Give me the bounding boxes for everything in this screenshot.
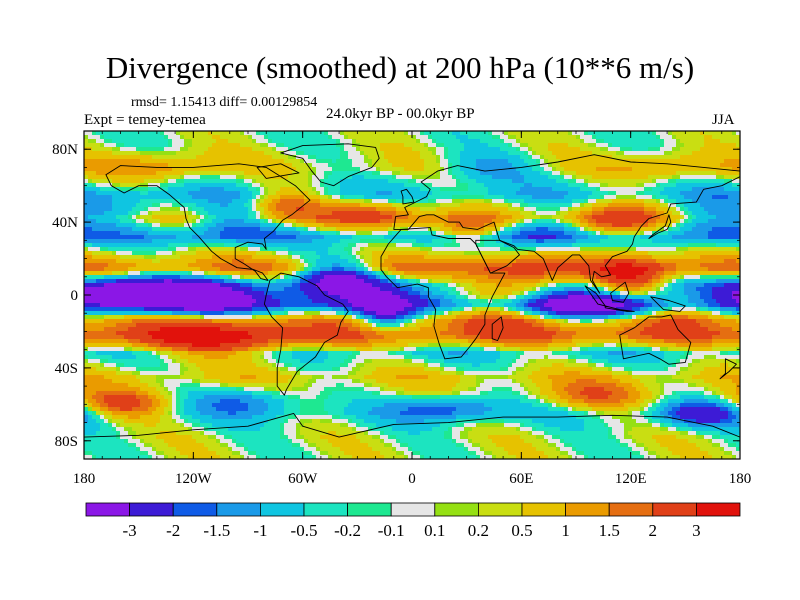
coastline-new-guinea — [650, 296, 686, 312]
lon-label: 180 — [729, 471, 752, 487]
lat-label: 40N — [52, 215, 78, 231]
period-label: 24.0kyr BP - 00.0kyr BP — [326, 106, 475, 122]
colorbar-box — [390, 502, 436, 517]
colorbar-label: -3 — [123, 521, 137, 540]
coastline-borneo — [610, 281, 630, 303]
coastline-new-zealand — [719, 358, 737, 380]
colorbar-label: -0.5 — [291, 521, 318, 540]
lon-label: 120W — [175, 471, 213, 487]
colorbar-label: 3 — [692, 521, 701, 540]
coastline-greenland — [280, 143, 380, 187]
colorbar-box — [85, 502, 130, 517]
coastline-south-america — [263, 272, 349, 396]
lat-label: 80N — [52, 142, 78, 158]
colorbar-label: 0.5 — [511, 521, 532, 540]
rmsd-diff-stats: rmsd= 1.15413 diff= 0.00129854 — [131, 95, 318, 110]
colorbar-label: 0.2 — [468, 521, 489, 540]
lat-label: 40S — [55, 361, 78, 377]
coastline-madagascar — [491, 316, 504, 342]
colorbar-box — [652, 502, 697, 517]
experiment-label: Expt = temey-temea — [84, 112, 206, 128]
coastlines — [84, 143, 740, 438]
colorbar-label: 0.1 — [424, 521, 445, 540]
colorbar-label: -0.1 — [378, 521, 405, 540]
lon-label: 0 — [408, 471, 416, 487]
coastline-north-america — [105, 163, 311, 281]
colorbar-box — [521, 502, 566, 517]
colorbar-label: -1.5 — [203, 521, 230, 540]
colorbar-box — [434, 502, 479, 517]
colorbar-label: 1 — [561, 521, 570, 540]
season-label: JJA — [712, 112, 735, 128]
colorbar-label: -2 — [166, 521, 180, 540]
colorbar-box — [172, 502, 218, 517]
divergence-field — [84, 131, 740, 459]
coastline-eurasia — [393, 154, 740, 294]
lon-label: 60E — [509, 471, 533, 487]
colorbar-label: -1 — [253, 521, 267, 540]
coastline-antarctica-coast — [84, 412, 740, 438]
map-axes: 80N 40N 0 40S 80S 180 120W 60W 0 60E 120E 180 — [52, 131, 751, 487]
coastline-baffin — [256, 163, 300, 179]
colorbar-box — [608, 502, 654, 517]
colorbar-box — [259, 502, 305, 517]
colorbar: -3 -2 -1.5 -1 -0.5 -0.2 -0.1 0.1 0.2 0.5 1 1.5 2 3 — [85, 502, 741, 540]
colorbar-box — [477, 502, 523, 517]
lon-label: 120E — [615, 471, 647, 487]
coastline-uk — [400, 188, 415, 205]
colorbar-box — [696, 502, 741, 517]
lon-label: 180 — [73, 471, 96, 487]
colorbar-box — [216, 502, 261, 517]
figure-title: Divergence (smoothed) at 200 hPa (10**6 … — [105, 50, 695, 85]
coastline-indonesia-islands — [604, 305, 635, 312]
colorbar-label: 1.5 — [599, 521, 620, 540]
colorbar-box — [347, 502, 392, 517]
coastline-africa — [380, 227, 506, 360]
coastline-australia — [619, 314, 692, 365]
colorbar-label: 2 — [649, 521, 658, 540]
colorbar-box — [303, 502, 348, 517]
colorbar-label: -0.2 — [334, 521, 361, 540]
coastline-japan — [648, 214, 672, 239]
lon-label: 60W — [288, 471, 318, 487]
lat-label: 80S — [55, 434, 78, 450]
colorbar-box — [129, 502, 174, 517]
lat-label: 0 — [71, 288, 79, 304]
colorbar-box — [565, 502, 610, 517]
